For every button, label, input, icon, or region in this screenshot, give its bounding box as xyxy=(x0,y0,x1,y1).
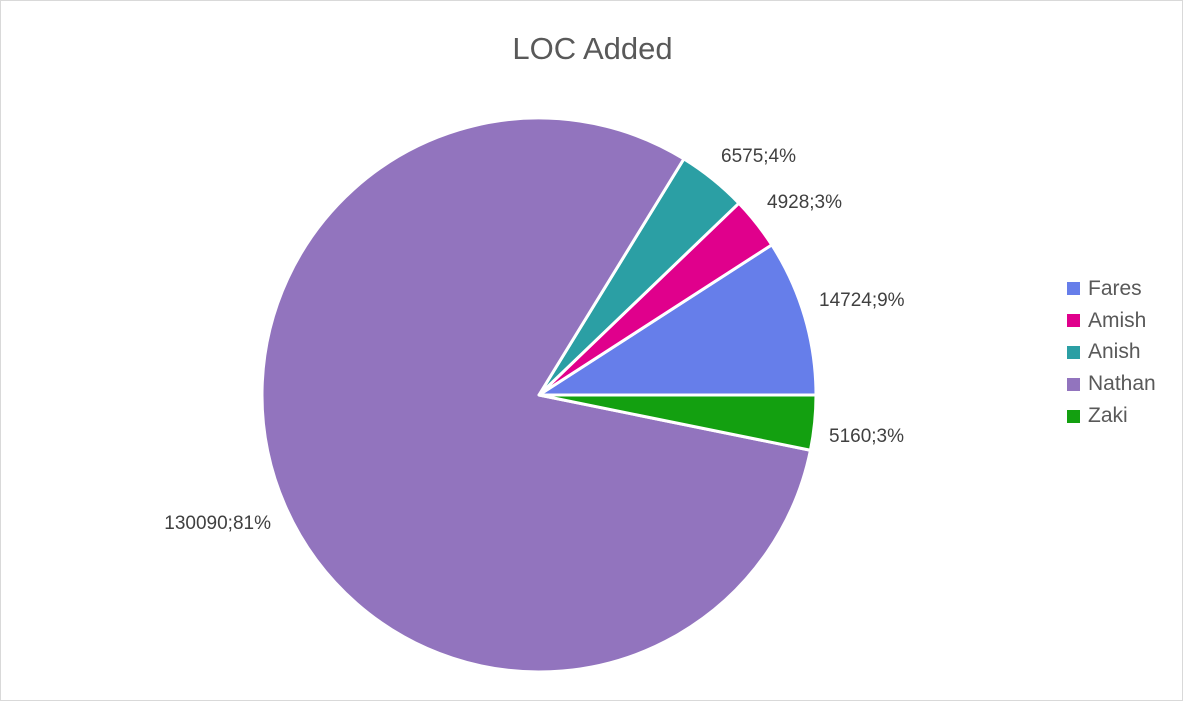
legend-label: Anish xyxy=(1088,340,1141,364)
legend-item-fares[interactable]: Fares xyxy=(1067,273,1156,305)
pie-slice-fares[interactable] xyxy=(537,243,818,397)
data-label-fares: 14724;9% xyxy=(819,290,905,311)
legend-swatch-amish xyxy=(1067,314,1080,328)
pie-slice-zaki[interactable] xyxy=(537,393,818,452)
data-label-zaki: 5160;3% xyxy=(829,426,904,447)
legend-item-anish[interactable]: Anish xyxy=(1067,337,1156,369)
legend-swatch-fares xyxy=(1067,282,1080,296)
legend-label: Amish xyxy=(1088,308,1147,332)
legend-swatch-zaki xyxy=(1067,409,1080,423)
chart-title: LOC Added xyxy=(512,31,673,66)
data-label-nathan: 130090;81% xyxy=(164,513,271,534)
data-label-amish: 4928;3% xyxy=(767,192,842,213)
data-label-anish: 6575;4% xyxy=(721,146,796,167)
data-labels: 14724;9% 4928;3% 6575;4% 130090;81% 5160;3% xyxy=(164,146,904,534)
pie-slice-nathan[interactable] xyxy=(260,116,812,674)
legend: Fares Amish Anish Nathan Zaki xyxy=(1067,273,1156,432)
legend-item-amish[interactable]: Amish xyxy=(1067,305,1156,337)
legend-item-nathan[interactable]: Nathan xyxy=(1067,368,1156,400)
legend-label: Fares xyxy=(1088,276,1142,300)
legend-item-zaki[interactable]: Zaki xyxy=(1067,400,1156,432)
legend-swatch-nathan xyxy=(1067,377,1080,391)
legend-swatch-anish xyxy=(1067,345,1080,359)
legend-label: Zaki xyxy=(1088,404,1128,428)
legend-label: Nathan xyxy=(1088,372,1156,396)
pie-slices xyxy=(260,116,818,674)
